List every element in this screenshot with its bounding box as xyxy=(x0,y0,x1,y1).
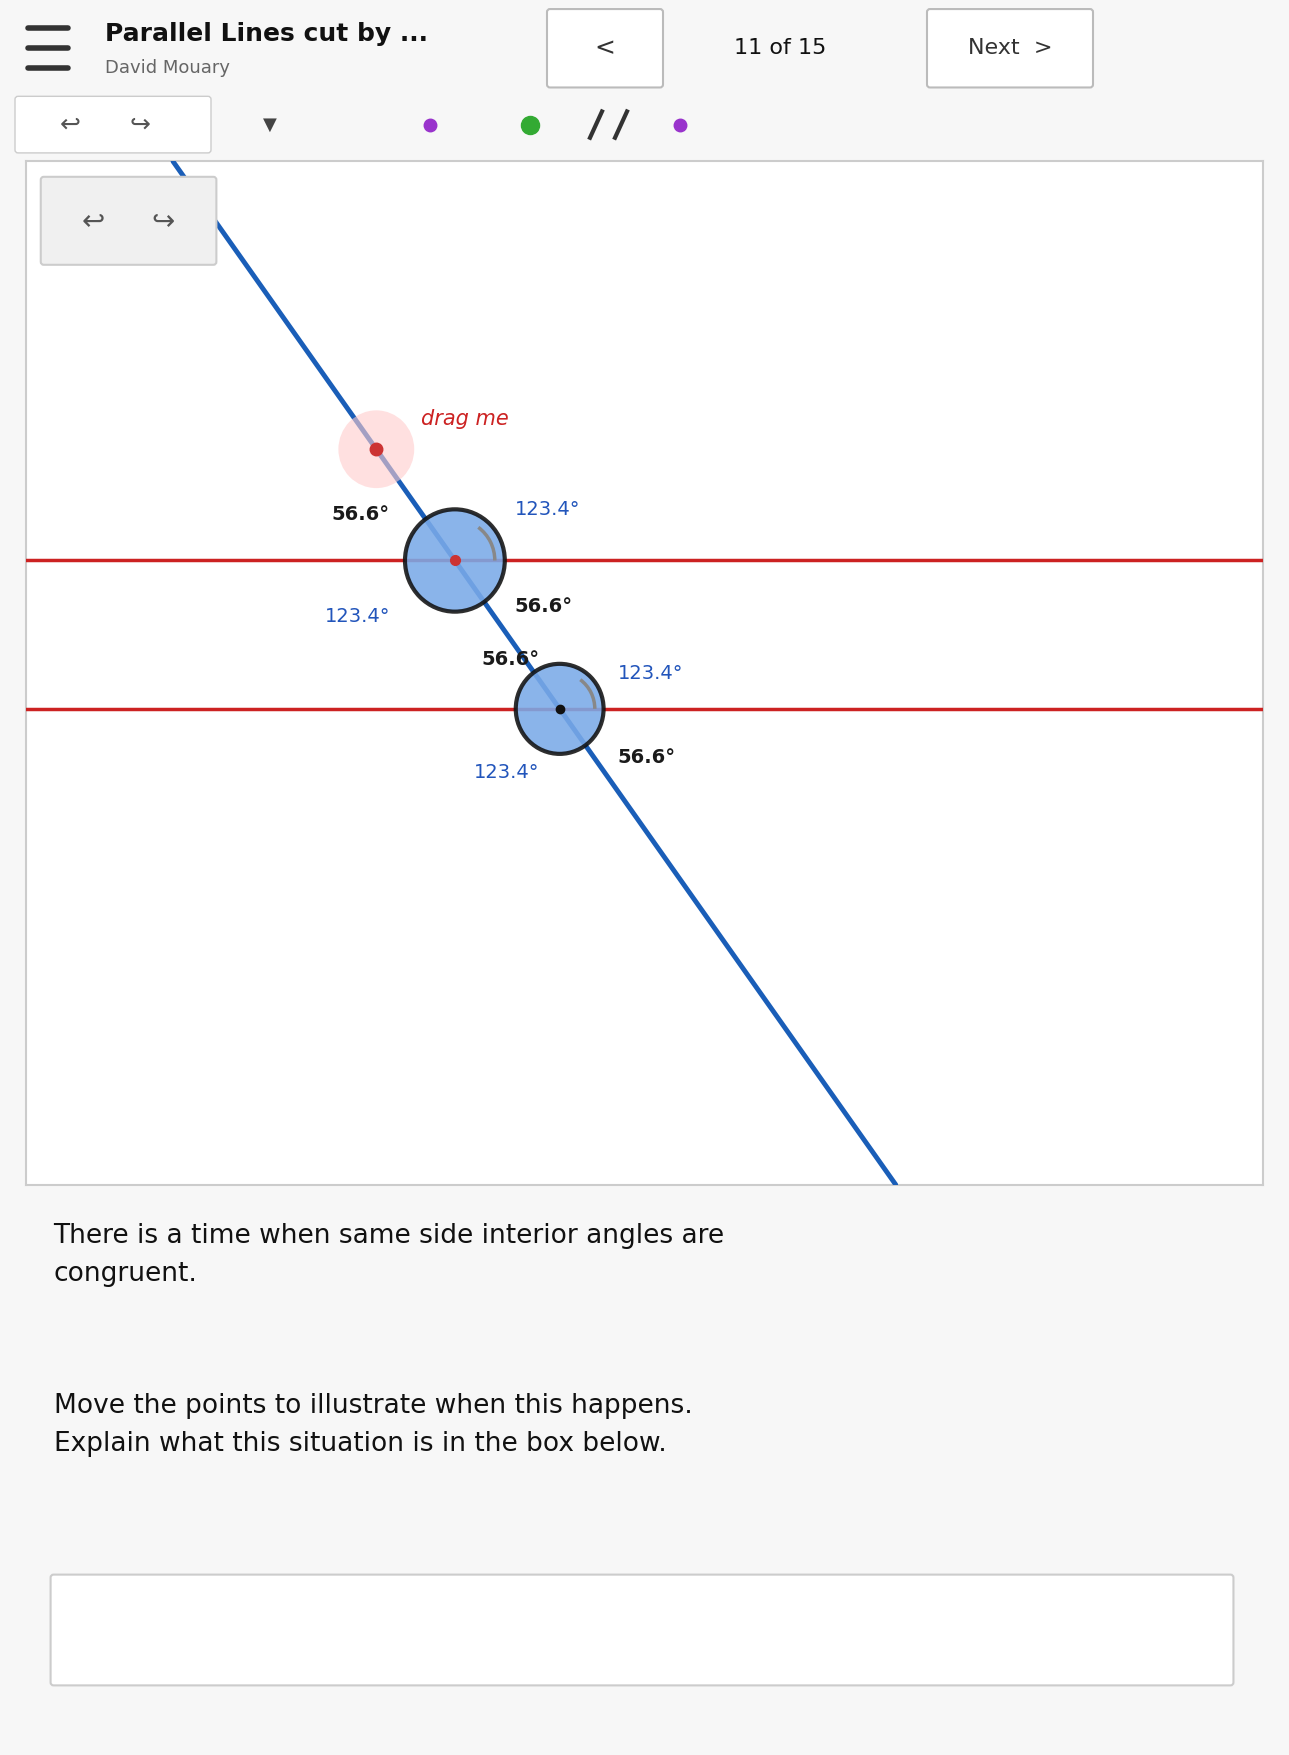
Text: Next  >: Next > xyxy=(968,39,1052,58)
Circle shape xyxy=(405,509,505,612)
Text: 56.6°: 56.6° xyxy=(331,505,391,525)
Circle shape xyxy=(339,411,414,488)
Text: ↪: ↪ xyxy=(129,112,151,137)
Text: 123.4°: 123.4° xyxy=(474,763,540,781)
Text: Parallel Lines cut by ...: Parallel Lines cut by ... xyxy=(104,23,428,46)
Text: 123.4°: 123.4° xyxy=(514,500,580,519)
Text: 56.6°: 56.6° xyxy=(482,651,540,669)
Text: 123.4°: 123.4° xyxy=(617,663,683,683)
FancyBboxPatch shape xyxy=(547,9,663,88)
Text: There is a time when same side interior angles are
congruent.: There is a time when same side interior … xyxy=(54,1223,724,1288)
Text: ↪: ↪ xyxy=(152,207,175,235)
Text: ↩: ↩ xyxy=(82,207,106,235)
Text: 56.6°: 56.6° xyxy=(617,748,675,767)
FancyBboxPatch shape xyxy=(927,9,1093,88)
Text: drag me: drag me xyxy=(422,409,509,428)
FancyBboxPatch shape xyxy=(15,97,211,153)
Text: ▼: ▼ xyxy=(263,116,277,133)
Text: <: < xyxy=(594,37,615,60)
Circle shape xyxy=(516,663,603,755)
Text: 123.4°: 123.4° xyxy=(325,607,391,627)
FancyBboxPatch shape xyxy=(41,177,217,265)
Text: 11 of 15: 11 of 15 xyxy=(733,39,826,58)
Text: ↩: ↩ xyxy=(59,112,80,137)
Text: David Mouary: David Mouary xyxy=(104,60,229,77)
FancyBboxPatch shape xyxy=(50,1574,1234,1685)
Text: 56.6°: 56.6° xyxy=(514,597,572,616)
Text: Move the points to illustrate when this happens.
Explain what this situation is : Move the points to illustrate when this … xyxy=(54,1393,692,1457)
